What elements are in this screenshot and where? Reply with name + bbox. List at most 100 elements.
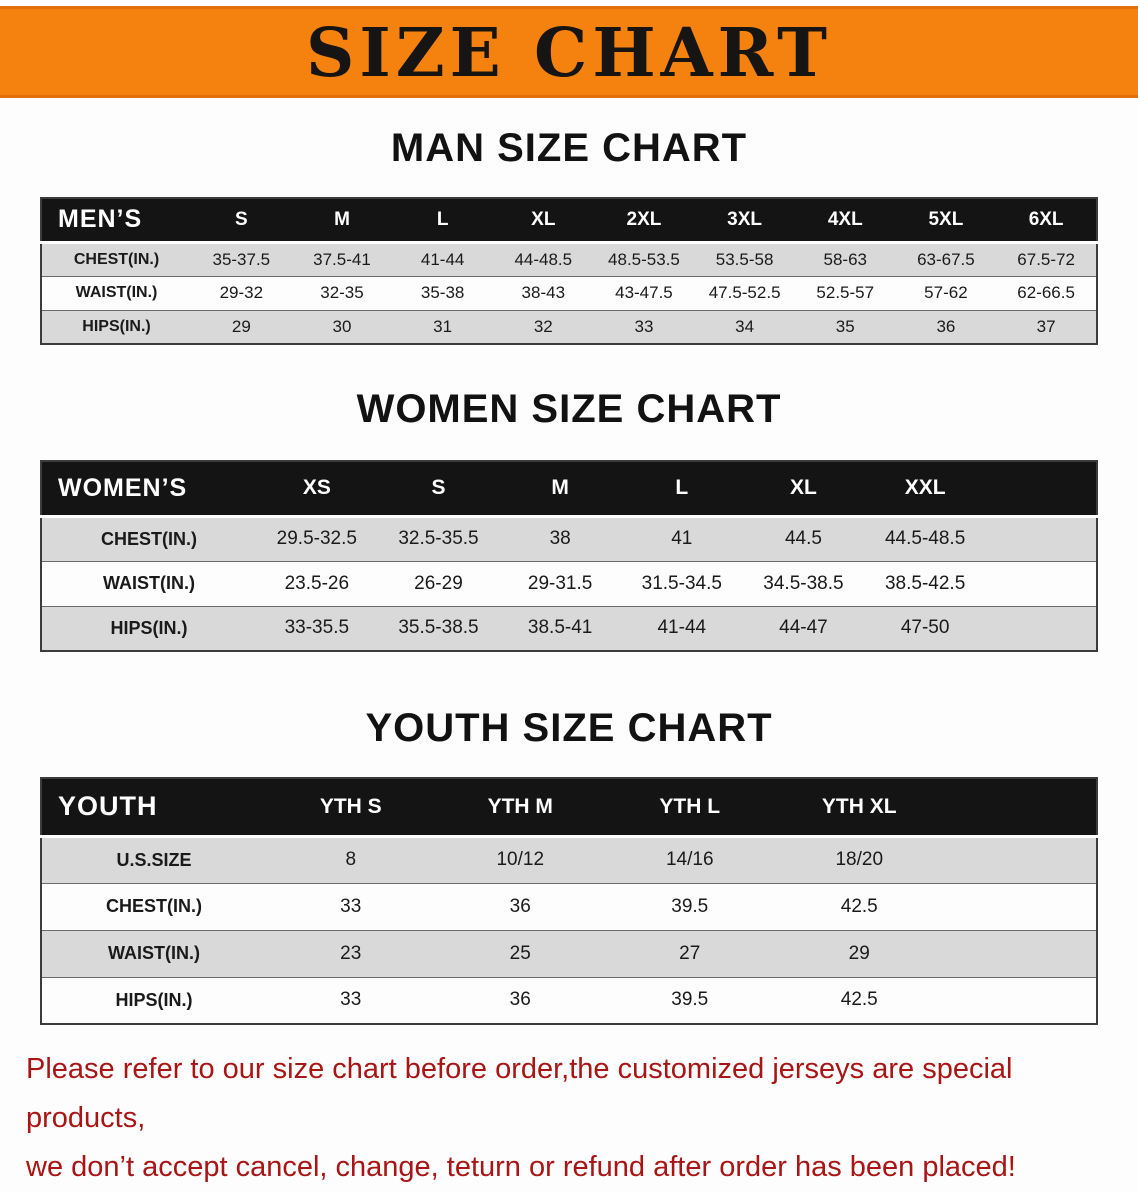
- mens-size-section: MAN SIZE CHART MEN’S S M L XL 2XL 3XL 4XL 5XL 6XL…: [0, 126, 1138, 345]
- size-cell: 34: [735, 316, 755, 336]
- page-title: SIZE CHART: [305, 12, 832, 92]
- filler-cell: [986, 561, 1097, 606]
- column-header: YTH L: [605, 778, 775, 838]
- table-header-row: YOUTH YTH S YTH M YTH L YTH XL: [41, 778, 1097, 838]
- size-cell: 18/20: [835, 849, 884, 870]
- size-cell: 44-48.5: [514, 249, 573, 269]
- size-cell: 47-50: [900, 617, 950, 639]
- size-chart-page: SIZE CHART MAN SIZE CHART MEN’S S M L XL 2XL 3…: [0, 6, 1138, 1192]
- column-header: 3XL: [694, 198, 795, 244]
- size-cell: 43-47.5: [615, 283, 673, 302]
- notice-line-2: we don’t accept cancel, change, teturn o…: [26, 1151, 1016, 1183]
- column-header: L: [620, 461, 743, 518]
- size-cell: 14/16: [665, 849, 714, 870]
- size-cell: 52.5-57: [816, 283, 875, 302]
- womens-section-heading: WOMEN SIZE CHART: [356, 387, 782, 431]
- column-header: XXL: [864, 461, 986, 518]
- row-label: HIPS(IN.): [110, 617, 188, 638]
- size-cell: 53.5-58: [715, 249, 774, 269]
- size-cell: 33: [340, 895, 362, 917]
- size-cell: 38-43: [521, 283, 566, 302]
- table-row: CHEST(IN.) 29.5-32.5 32.5-35.5 38 41 44.5 44.5…: [41, 516, 1097, 561]
- size-cell: 8: [345, 849, 357, 870]
- filler-cell: [944, 883, 1097, 930]
- size-cell: 29: [231, 316, 251, 336]
- column-header: S: [377, 461, 500, 518]
- column-header: L: [392, 198, 493, 244]
- size-cell: 58-63: [823, 249, 867, 269]
- size-cell: 48.5-53.5: [608, 249, 680, 269]
- size-cell: 63-67.5: [917, 249, 975, 269]
- size-cell: 35-38: [420, 283, 465, 302]
- row-label: U.S.SIZE: [116, 849, 192, 870]
- size-cell: 41-44: [657, 617, 707, 639]
- table-corner-label: WOMEN’S: [41, 461, 256, 518]
- size-cell: 33: [634, 316, 654, 336]
- table-row: HIPS(IN.) 33 36 39.5 42.5: [41, 977, 1097, 1024]
- row-label: WAIST(IN.): [75, 284, 158, 301]
- row-label: CHEST(IN.): [73, 250, 160, 268]
- size-cell: 44-47: [779, 617, 828, 639]
- row-label: CHEST(IN.): [106, 896, 202, 916]
- size-cell: 31: [433, 316, 453, 336]
- youth-size-section: YOUTH SIZE CHART YOUTH YTH S YTH M YTH L YTH…: [0, 706, 1138, 1025]
- table-row: U.S.SIZE 8 10/12 14/16 18/20: [41, 836, 1097, 883]
- row-label: HIPS(IN.): [115, 989, 193, 1010]
- size-cell: 30: [332, 316, 352, 336]
- size-cell: 36: [936, 316, 956, 336]
- table-row: CHEST(IN.) 35-37.5 37.5-41 41-44 44-48.5 48.5…: [41, 242, 1097, 276]
- size-cell: 42.5: [840, 895, 878, 917]
- size-cell: 35: [835, 316, 855, 336]
- filler-cell: [944, 836, 1097, 883]
- table-row: HIPS(IN.) 29 30 31 32 33 34 35 36 37: [41, 310, 1097, 344]
- size-cell: 38.5-42.5: [884, 572, 966, 594]
- column-header: 5XL: [895, 198, 997, 244]
- size-cell: 44.5: [784, 528, 822, 549]
- size-cell: 37.5-41: [313, 249, 371, 269]
- column-header: XL: [492, 198, 594, 244]
- size-cell: 29.5-32.5: [276, 528, 357, 549]
- size-cell: 32: [533, 316, 553, 336]
- size-cell: 36: [509, 989, 531, 1011]
- size-cell: 38.5-41: [527, 617, 593, 639]
- size-cell: 37: [1036, 316, 1056, 336]
- column-header: XS: [256, 461, 378, 518]
- size-cell: 32.5-35.5: [398, 528, 479, 549]
- column-header: YTH S: [266, 778, 436, 838]
- table-header-row: MEN’S S M L XL 2XL 3XL 4XL 5XL 6XL: [41, 198, 1097, 244]
- table-row: WAIST(IN.) 23.5-26 26-29 29-31.5 31.5-34.5 34…: [41, 561, 1097, 606]
- size-cell: 44.5-48.5: [884, 528, 966, 549]
- size-cell: 29: [848, 942, 870, 964]
- size-cell: 31.5-34.5: [641, 572, 722, 594]
- womens-size-section: WOMEN SIZE CHART WOMEN’S XS S M L XL XXL CHEST(…: [0, 387, 1138, 652]
- table-row: WAIST(IN.) 29-32 32-35 35-38 38-43 43-47.5 47.…: [41, 276, 1097, 310]
- column-header: 2XL: [593, 198, 695, 244]
- column-header: 4XL: [794, 198, 896, 244]
- banner: SIZE CHART: [0, 6, 1138, 98]
- table-row: CHEST(IN.) 33 36 39.5 42.5: [41, 883, 1097, 930]
- size-cell: 34.5-38.5: [763, 572, 844, 594]
- row-label: WAIST(IN.): [108, 943, 200, 963]
- table-corner-label: MEN’S: [41, 198, 191, 244]
- table-header-row: WOMEN’S XS S M L XL XXL: [41, 461, 1097, 518]
- size-cell: 41: [671, 528, 693, 549]
- size-cell: 25: [509, 942, 531, 964]
- column-header: YTH M: [435, 778, 605, 838]
- size-cell: 47.5-52.5: [708, 283, 781, 302]
- size-cell: 57-62: [924, 283, 968, 302]
- notice-line-1: Please refer to our size chart before or…: [26, 1053, 1013, 1134]
- size-cell: 27: [679, 942, 701, 964]
- column-header: XL: [742, 461, 865, 518]
- size-cell: 29-32: [219, 283, 264, 302]
- footer-notice: Please refer to our size chart before or…: [0, 1045, 1138, 1192]
- mens-size-table: MEN’S S M L XL 2XL 3XL 4XL 5XL 6XL CHEST(IN.) 35-37…: [40, 197, 1098, 345]
- table-row: HIPS(IN.) 33-35.5 35.5-38.5 38.5-41 41-44 44-…: [41, 606, 1097, 651]
- size-cell: 35-37.5: [212, 249, 271, 269]
- size-cell: 36: [509, 895, 531, 917]
- size-cell: 38: [549, 528, 571, 549]
- size-cell: 41-44: [420, 249, 465, 269]
- column-header: YTH XL: [774, 778, 944, 838]
- size-cell: 67.5-72: [1017, 249, 1075, 269]
- filler-cell: [944, 977, 1097, 1024]
- column-header: S: [191, 198, 292, 244]
